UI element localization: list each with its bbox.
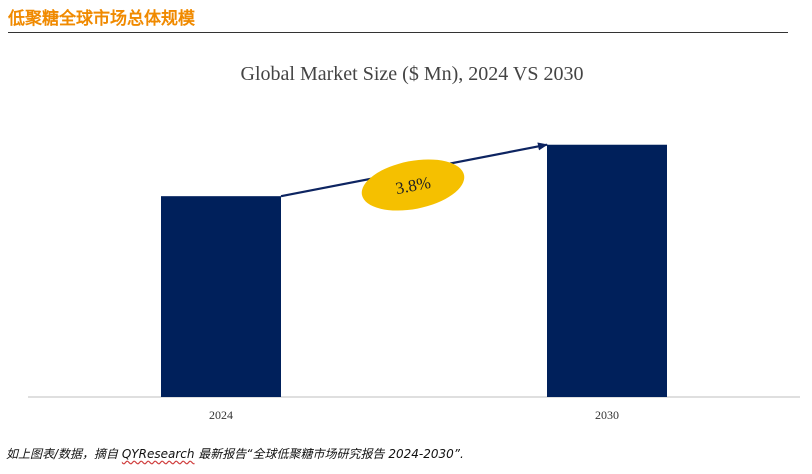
chart-title: Global Market Size ($ Mn), 2024 VS 2030 bbox=[241, 63, 584, 85]
header-divider bbox=[8, 32, 788, 33]
cagr-badge bbox=[361, 159, 465, 211]
page-title: 低聚糖全球市场总体规模 bbox=[8, 9, 195, 29]
x-tick-label-2030: 2030 bbox=[595, 408, 619, 422]
source-brand: QYResearch bbox=[121, 447, 195, 461]
source-note: 如上图表/数据，摘自 QYResearch 最新报告“全球低聚糖市场研究报告 2… bbox=[6, 445, 464, 462]
bar-2030 bbox=[547, 144, 667, 397]
market-size-chart: Global Market Size ($ Mn), 2024 VS 2030 … bbox=[28, 63, 800, 422]
x-tick-label-2024: 2024 bbox=[209, 408, 233, 422]
bar-2024 bbox=[161, 196, 281, 397]
source-prefix: 如上图表/数据，摘自 bbox=[6, 447, 122, 461]
source-suffix: 最新报告“全球低聚糖市场研究报告 2024-2030”. bbox=[194, 447, 464, 461]
